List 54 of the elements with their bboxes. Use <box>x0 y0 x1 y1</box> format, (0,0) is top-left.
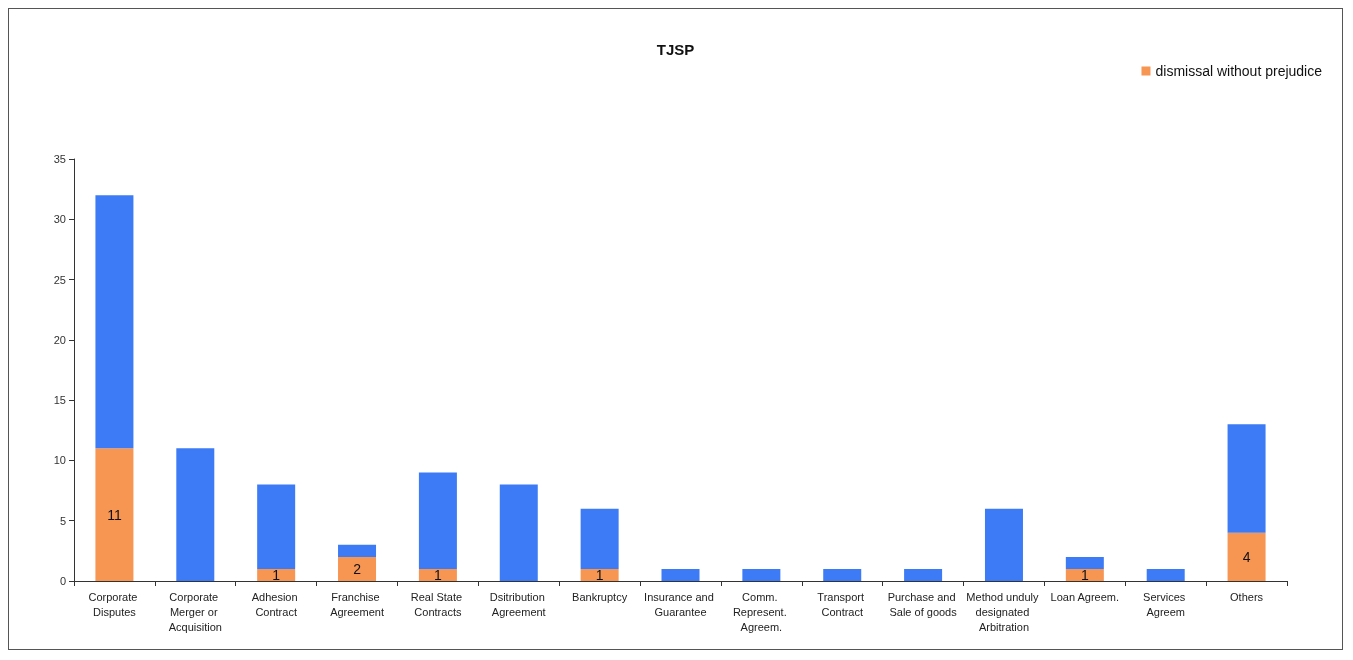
bar <box>661 568 700 581</box>
data-label: 1 <box>434 566 442 583</box>
x-tick-label: Real State Contracts <box>410 590 466 618</box>
bar <box>1065 556 1104 569</box>
y-tick-label: 30 <box>53 213 66 226</box>
data-label: 4 <box>1242 548 1251 565</box>
bar <box>338 544 377 557</box>
bar <box>1065 568 1104 581</box>
x-tick-label: Loan Agreem. <box>1050 590 1120 603</box>
bar <box>95 195 134 449</box>
x-tick-label: Comm. Represent. Agreem. <box>732 590 790 633</box>
y-tick-label: 35 <box>53 153 66 165</box>
bar <box>418 472 457 569</box>
bar <box>823 568 862 581</box>
x-tick-label: Corporate Merger or Acquisition <box>168 590 222 633</box>
x-tick-label: Corporate Disputes <box>88 590 141 618</box>
chart-title: TJSP <box>656 41 695 58</box>
bar <box>1227 532 1266 581</box>
bar <box>95 448 134 581</box>
y-tick-label: 20 <box>53 333 66 346</box>
x-tick-label: Transport Contract <box>817 590 868 618</box>
bar <box>338 556 377 581</box>
x-tick-label: Adhesion Contract <box>251 590 301 618</box>
x-tick-label: Insurance and Guarantee <box>644 590 717 618</box>
y-tick-label: 25 <box>53 273 66 286</box>
x-tick-label: Others <box>1230 590 1264 603</box>
y-tick-label: 5 <box>59 514 66 527</box>
x-tick-label: Services Agreem <box>1143 590 1189 618</box>
bar <box>580 568 619 581</box>
bar <box>176 448 215 581</box>
data-label: 1 <box>1080 566 1089 583</box>
x-tick-label: Bankruptcy <box>572 590 628 603</box>
data-label: 1 <box>272 566 281 583</box>
x-tick-label: Method unduly designated Arbitration <box>966 590 1042 633</box>
bar <box>984 508 1023 581</box>
bar <box>499 484 538 581</box>
bar <box>257 568 296 581</box>
data-label: 2 <box>353 560 362 577</box>
bar <box>580 508 619 569</box>
y-tick-label: 15 <box>53 394 66 407</box>
bar <box>1146 568 1185 581</box>
bar <box>742 568 781 581</box>
legend-label: dismissal without prejudice <box>1155 63 1323 79</box>
data-label: 11 <box>107 506 122 523</box>
y-tick-label: 10 <box>53 454 66 467</box>
y-tick-label: 0 <box>59 575 66 587</box>
x-tick-label: Purchase and Sale of goods <box>887 590 959 618</box>
bar <box>1227 424 1266 533</box>
x-tick-label: Franchise Agreement <box>330 590 384 618</box>
bar <box>904 568 943 581</box>
bar <box>418 568 457 581</box>
x-tick-label: Dsitribution Agreement <box>489 590 548 618</box>
data-label: 1 <box>595 566 604 583</box>
bar <box>257 484 296 569</box>
